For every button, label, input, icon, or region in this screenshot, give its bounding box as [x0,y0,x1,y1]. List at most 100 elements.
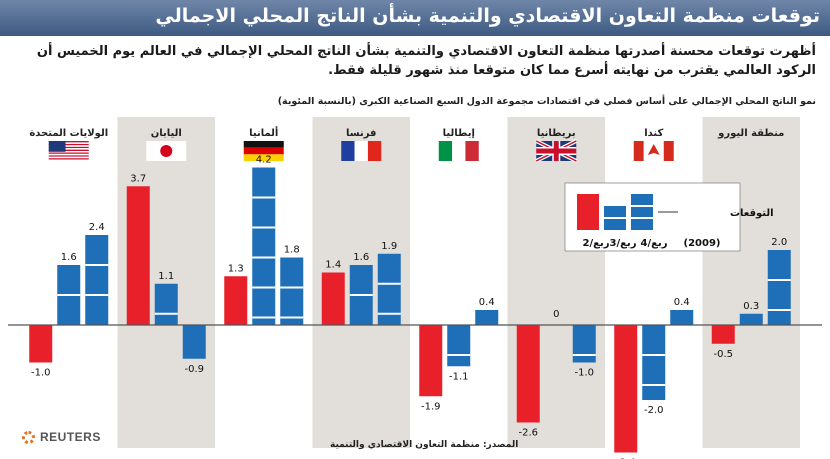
bar [126,186,150,325]
flag-stripe [633,141,644,161]
bar [516,325,540,423]
bar [475,310,499,325]
france-flag-icon [341,141,382,161]
flag-stripe [48,159,89,161]
bar [280,257,304,325]
flag-disc [160,145,173,157]
bar [642,325,666,400]
value-label: -2.0 [644,405,664,416]
bar [29,325,53,363]
country-label: اليابان [151,128,182,139]
flag-leaf [647,144,660,155]
legend-label-q2: ربع/2 [583,238,610,249]
bar [377,253,401,325]
bar [154,283,178,325]
japan-flag-icon [146,141,187,161]
bar [321,272,345,325]
value-label: 0.4 [674,297,690,308]
country-label: منطقة اليورو [717,128,784,139]
value-label: 2.4 [89,222,105,233]
reuters-logo: REUTERS [22,430,101,445]
value-label: 4.2 [256,155,272,166]
flag-stripe [48,146,89,149]
legend-title: التوقعات [730,208,774,219]
source-note: المصدر: منظمة التعاون الاقتصادي والتنمية [330,440,519,450]
legend-label-q4: ربع/4 [641,238,668,249]
flag-stripe [341,141,355,161]
flag-stripe [438,141,453,161]
canada-flag-icon [633,141,674,161]
italy-flag-icon [438,141,479,161]
page-title: توقعات منظمة التعاون الاقتصادي والتنمية … [155,5,820,27]
flag-stripe [48,148,89,150]
flag-canton [48,141,66,152]
flag-stripe [465,141,479,161]
value-label: 1.6 [353,252,369,263]
value-label: -1.0 [574,368,594,379]
country-label: الولايات المتحدة [29,128,108,139]
bar [614,325,638,453]
flag-stripe [48,145,89,147]
bar [224,276,248,325]
flag-stripe [48,158,89,160]
country-label: كندا [644,128,663,139]
reuters-brand: REUTERS [40,430,101,444]
value-label: -1.9 [421,401,441,412]
value-label: -1.0 [31,368,51,379]
flag-stripe [48,149,89,151]
flag-stripe [452,141,466,161]
bar [739,313,763,325]
bar [182,325,206,359]
reuters-mark-icon [22,431,35,445]
value-label: 1.6 [61,252,77,263]
value-label: 1.1 [158,271,174,282]
flag-stripe [48,151,89,153]
bar [419,325,443,397]
country-label: فرنسا [346,128,376,139]
flag-stripe [663,141,674,161]
flag-stripe [48,156,89,159]
value-label: 0.4 [479,297,495,308]
chart-subtitle: نمو الناتج المحلي الإجمالي على أساس فصلي… [277,96,816,107]
country-label: إيطاليا [443,128,475,139]
bar [252,167,276,325]
flag-stripe [48,143,89,146]
flag-stripe [367,141,382,161]
country-label: بريطانيا [537,128,576,139]
value-label: 1.9 [381,241,397,252]
bar [711,325,735,344]
value-label: -2.6 [518,428,538,439]
us-flag-icon [48,141,89,161]
bar [447,325,471,367]
flag-stripe [48,155,89,157]
value-label: -0.5 [713,349,733,360]
bar [572,325,596,363]
flag-cross [536,148,577,154]
value-label: 3.7 [130,173,146,184]
flag-stripe [243,147,284,155]
legend-swatch-q4 [631,194,653,230]
intro-text: أظهرت توقعات محسنة أصدرتها منظمة التعاون… [36,44,816,78]
bar [670,310,694,325]
flag-stripe [48,153,89,156]
value-label: -3.4 [616,458,636,459]
value-label: 1.3 [228,263,244,274]
flag-stripe [243,154,284,161]
legend-swatch-q2 [577,194,599,230]
uk-flag-icon [535,139,578,163]
value-label: 0 [553,309,559,320]
value-label: 2.0 [771,237,787,248]
title-bar: توقعات منظمة التعاون الاقتصادي والتنمية … [0,0,830,36]
value-label: 1.4 [325,260,341,271]
value-label: 0.3 [743,301,759,312]
flag-stripe [354,141,368,161]
bar [767,250,791,325]
value-label: -1.1 [449,371,469,382]
flag-stripe [48,141,89,143]
value-label: 1.8 [284,245,300,256]
flag-stripe [48,142,89,144]
germany-flag-icon [243,141,284,161]
value-label: -0.9 [184,364,204,375]
flag-stripe [48,152,89,154]
